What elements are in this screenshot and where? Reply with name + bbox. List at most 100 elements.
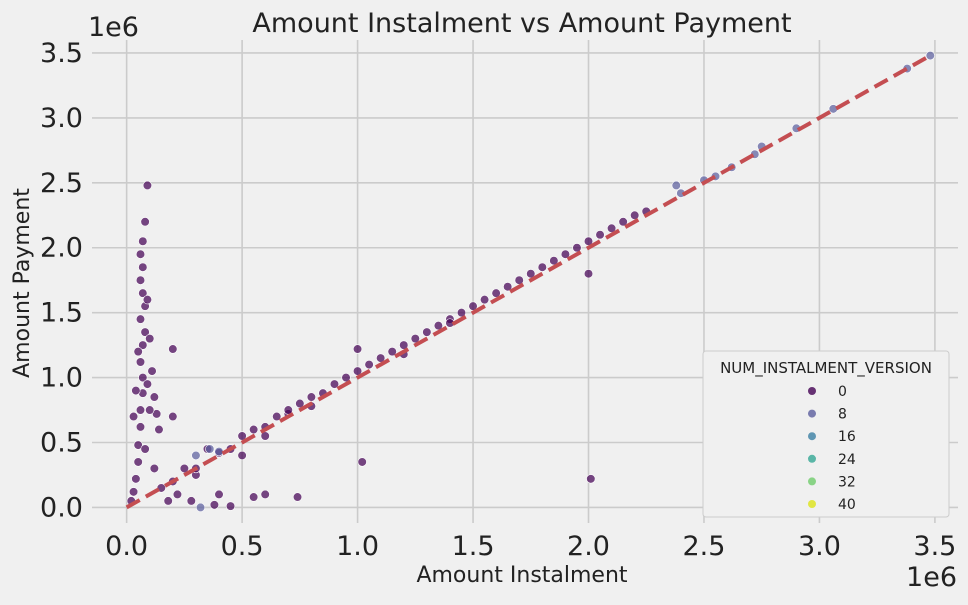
point-0-47 [272, 411, 282, 422]
point-0-24 [152, 409, 162, 419]
point-0-2 [131, 474, 141, 484]
x-tick-label-1: 0.5 [221, 531, 264, 562]
x-tick-label-6: 3.0 [798, 531, 841, 562]
legend-label-0: 0 [838, 384, 847, 400]
point-0-14 [138, 288, 148, 298]
y-tick-label-4: 2.0 [40, 233, 83, 264]
point-0-65 [479, 295, 490, 305]
point-0-20 [142, 295, 153, 305]
point-1-3 [191, 450, 201, 461]
legend: NUM_INSTALMENT_VERSION 0 8 16 24 32 40 [702, 350, 950, 518]
point-0-30 [128, 411, 139, 422]
legend-marker-24 [808, 454, 816, 463]
point-0-70 [537, 262, 547, 272]
point-0-29 [145, 405, 155, 415]
point-0-31 [140, 444, 150, 454]
y-tick-label-1: 0.5 [40, 428, 83, 459]
point-0-83 [583, 269, 594, 279]
legend-marker-16 [808, 432, 816, 441]
chart-title: Amount Instalment vs Amount Payment [252, 8, 791, 39]
legend-label-32: 32 [838, 474, 856, 490]
x-tick-labels: 0.0 0.5 1.0 1.5 2.0 2.5 3.0 3.5 [105, 531, 956, 562]
point-0-82 [357, 457, 367, 467]
y-tick-label-5: 2.5 [40, 168, 83, 199]
x-tick-label-5: 2.5 [682, 531, 725, 562]
point-0-81 [352, 344, 363, 354]
point-1-11 [925, 50, 935, 61]
point-1-1 [205, 444, 215, 454]
point-0-55 [364, 359, 374, 370]
point-0-87 [249, 492, 259, 502]
point-0-21 [145, 334, 155, 344]
legend-label-24: 24 [838, 452, 856, 468]
point-0-17 [135, 249, 146, 259]
point-0-57 [387, 347, 397, 357]
point-0-52 [329, 379, 340, 389]
point-0-11 [140, 327, 150, 337]
point-0-60 [422, 327, 432, 337]
point-0-9 [135, 357, 146, 367]
point-0-45 [249, 424, 259, 435]
point-0-28 [142, 379, 153, 389]
legend-label-40: 40 [838, 497, 856, 513]
point-0-3 [133, 457, 143, 467]
point-0-4 [133, 440, 143, 450]
point-0-42 [214, 489, 224, 500]
y-scale-label: 1e6 [88, 12, 139, 43]
point-0-90 [168, 344, 178, 354]
x-tick-label-3: 1.5 [452, 531, 495, 562]
y-axis-label: Amount Payment [10, 188, 35, 378]
point-0-15 [135, 275, 146, 285]
point-0-75 [595, 230, 605, 240]
point-0-92 [225, 501, 236, 511]
point-0-67 [503, 282, 513, 292]
point-0-6 [135, 405, 146, 415]
y-tick-label-6: 3.0 [40, 103, 83, 134]
y-tick-label-0: 0.0 [40, 492, 83, 523]
point-0-12 [135, 314, 146, 324]
point-0-77 [618, 217, 628, 227]
point-0-10 [138, 340, 148, 350]
point-0-36 [172, 489, 183, 500]
point-0-91 [168, 411, 178, 422]
point-0-78 [630, 210, 640, 220]
point-0-27 [133, 347, 143, 357]
legend-box [702, 350, 950, 518]
point-0-86 [237, 450, 247, 461]
point-0-50 [306, 392, 316, 402]
point-1-14 [671, 180, 681, 191]
point-0-72 [560, 249, 571, 259]
point-0-1 [128, 487, 139, 497]
point-0-18 [138, 236, 148, 246]
point-0-8 [138, 372, 148, 383]
x-axis-label: Amount Instalment [416, 563, 627, 588]
y-tick-label-3: 1.5 [40, 298, 83, 329]
point-1-9 [828, 104, 838, 114]
point-0-25 [154, 424, 164, 435]
legend-title: NUM_INSTALMENT_VERSION [720, 359, 932, 378]
point-0-84 [586, 474, 596, 484]
legend-marker-8 [808, 409, 816, 418]
point-0-5 [135, 422, 146, 432]
point-0-22 [147, 366, 157, 376]
legend-marker-0 [808, 387, 816, 395]
point-0-89 [292, 492, 303, 502]
point-0-85 [142, 180, 153, 191]
y-tick-label-2: 1.0 [40, 363, 83, 394]
x-tick-label-7: 3.5 [913, 531, 956, 562]
point-0-38 [186, 496, 196, 506]
point-0-16 [138, 262, 148, 272]
point-1-0 [195, 502, 206, 513]
legend-marker-40 [808, 500, 816, 508]
point-0-88 [260, 489, 270, 500]
x-tick-label-2: 1.0 [336, 531, 379, 562]
point-0-34 [163, 496, 173, 506]
x-scale-label: 1e6 [906, 562, 957, 593]
point-0-19 [140, 217, 150, 227]
legend-marker-32 [808, 477, 816, 486]
x-tick-label-0: 0.0 [105, 531, 148, 562]
legend-entries: 0 8 16 24 32 40 [808, 384, 856, 513]
point-0-26 [131, 385, 141, 396]
point-0-32 [149, 463, 159, 474]
